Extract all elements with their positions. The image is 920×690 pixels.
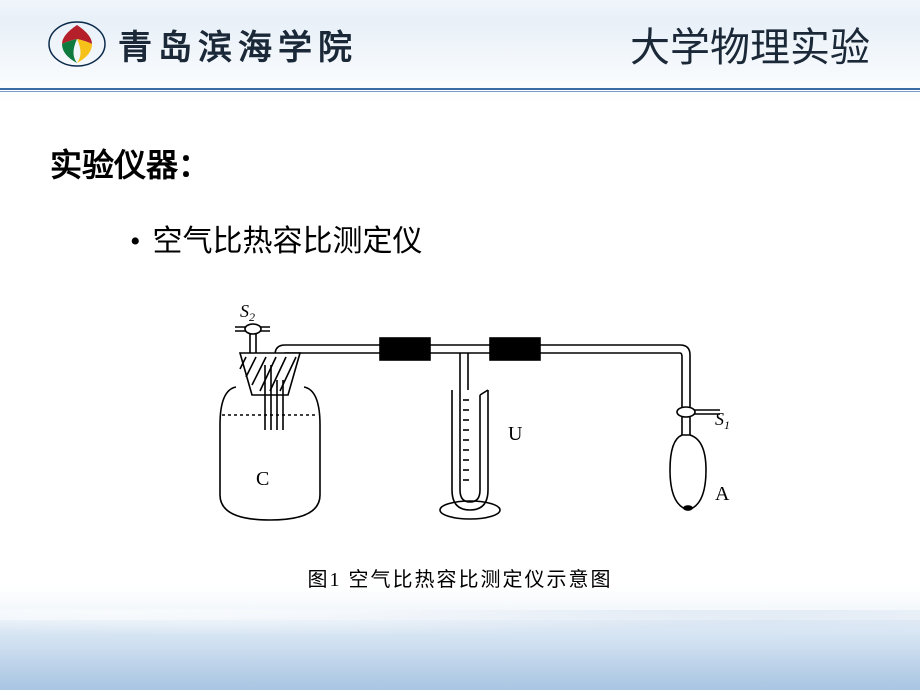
school-logo-icon [48,21,106,67]
svg-text:C: C [256,468,269,490]
logo-area: 青岛滨海学院 [30,20,358,69]
figure-caption: 图1 空气比热容比测定仪示意图 [50,563,870,592]
course-title: 大学物理实验 [630,15,870,73]
slide-body: 实验仪器： 空气比热容比测定仪 [0,90,920,592]
footer-decoration [0,620,920,690]
svg-text:S2: S2 [240,301,255,324]
svg-text:A: A [715,483,730,505]
bullet-instrument: 空气比热容比测定仪 [130,216,870,260]
school-name: 青岛滨海学院 [118,20,358,69]
bullet-text: 空气比热容比测定仪 [153,225,423,258]
apparatus-diagram: S2 C U S1 A [180,295,740,555]
svg-text:S1: S1 [715,409,730,432]
svg-text:U: U [508,423,523,445]
diagram-area: S2 C U S1 A 图1 空气比热容比测定仪示意图 [50,295,870,592]
section-heading: 实验仪器： [50,140,870,186]
slide-header: 青岛滨海学院 大学物理实验 [0,0,920,90]
